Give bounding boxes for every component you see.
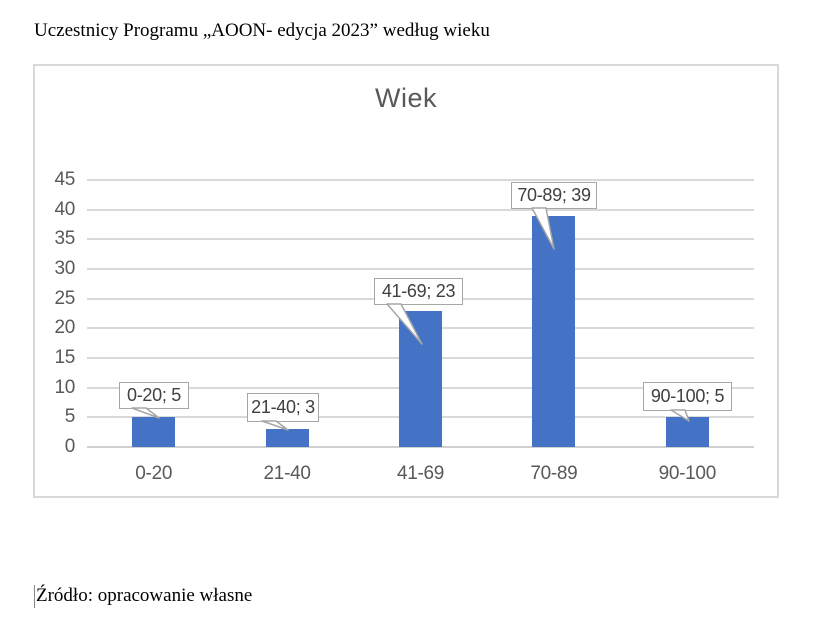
- y-axis-tick-label: 20: [54, 317, 75, 339]
- data-label-callout: 90-100; 5: [643, 382, 732, 411]
- y-axis-tick-label: 0: [64, 436, 76, 457]
- x-axis-label: 41-69: [396, 463, 445, 484]
- x-axis-label: 70-89: [530, 463, 578, 484]
- bar-90-100: [665, 417, 709, 447]
- y-axis-tick-label: 40: [54, 198, 75, 220]
- x-axis-label: 0-20: [135, 463, 173, 484]
- gridline: [87, 208, 754, 211]
- gridline: [87, 238, 754, 241]
- y-axis-tick-label: 35: [54, 228, 75, 250]
- gridline: [87, 179, 754, 181]
- bar-0-20: [132, 417, 176, 447]
- y-axis-tick-label: 15: [54, 347, 75, 368]
- bar-41-69: [399, 310, 442, 447]
- data-label-callout: 21-40; 3: [247, 393, 319, 422]
- y-axis-tick-label: 25: [54, 287, 75, 309]
- y-axis-tick-label: 45: [54, 169, 75, 190]
- gridline: [87, 268, 754, 270]
- chart-title: Wiek: [375, 83, 437, 113]
- x-axis-label: 90-100: [658, 463, 717, 484]
- data-label-callout: 70-89; 39: [511, 182, 597, 209]
- bar-70-89: [532, 215, 576, 447]
- chart-frame[interactable]: Wiek 0 5 10 15 20 25 30 35 40 45 0-20 21-40 41-69 70-…: [33, 64, 779, 498]
- y-axis-tick-label: 10: [54, 376, 75, 398]
- y-axis-tick-label: 30: [54, 258, 75, 279]
- x-axis-line: [87, 446, 754, 448]
- source-note: Źródło: opracowanie własne: [36, 585, 253, 606]
- y-axis-tick-label: 5: [64, 406, 76, 428]
- document-title: Uczestnicy Programu „AOON- edycja 2023” …: [34, 20, 490, 41]
- data-label-callout: 0-20; 5: [119, 382, 189, 409]
- data-label-callout: 41-69; 23: [374, 278, 463, 305]
- x-axis-label: 21-40: [263, 463, 311, 484]
- text-cursor: [34, 585, 35, 608]
- bar-21-40: [265, 429, 309, 447]
